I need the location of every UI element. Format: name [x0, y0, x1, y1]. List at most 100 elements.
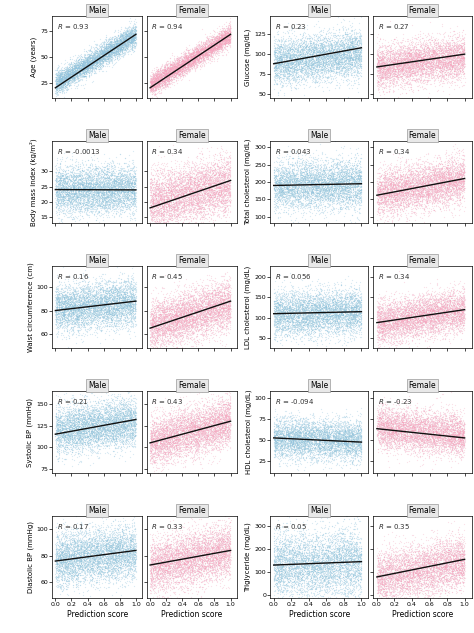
- Point: [315, 560, 323, 570]
- Point: [121, 282, 129, 292]
- Point: [401, 322, 409, 332]
- Point: [175, 208, 183, 218]
- Point: [410, 53, 417, 63]
- Point: [438, 163, 445, 173]
- Point: [416, 572, 423, 582]
- Point: [151, 563, 158, 573]
- Point: [174, 539, 182, 549]
- Point: [206, 294, 213, 304]
- Point: [115, 554, 122, 564]
- Point: [280, 303, 287, 313]
- Point: [399, 46, 407, 56]
- Point: [353, 301, 360, 311]
- Point: [111, 44, 119, 54]
- Point: [297, 438, 304, 448]
- Point: [219, 34, 226, 44]
- Point: [178, 185, 185, 195]
- Point: [377, 422, 384, 432]
- Point: [294, 299, 301, 309]
- Point: [439, 70, 447, 80]
- Point: [302, 573, 310, 584]
- Point: [438, 158, 446, 168]
- Point: [120, 39, 128, 49]
- Point: [164, 72, 172, 82]
- Point: [459, 566, 467, 576]
- Point: [84, 186, 92, 196]
- Point: [223, 34, 231, 44]
- Point: [216, 335, 223, 346]
- Point: [90, 549, 97, 559]
- Point: [410, 63, 418, 73]
- Point: [441, 173, 448, 183]
- Point: [101, 205, 109, 215]
- Point: [52, 427, 59, 437]
- Point: [447, 560, 454, 570]
- Point: [289, 310, 297, 320]
- Point: [331, 51, 339, 61]
- Point: [102, 191, 109, 201]
- Point: [426, 68, 434, 78]
- Point: [91, 421, 98, 431]
- Point: [387, 178, 395, 188]
- Point: [431, 560, 438, 570]
- Point: [412, 60, 420, 70]
- Point: [118, 42, 126, 52]
- Point: [331, 420, 339, 430]
- Point: [352, 570, 359, 580]
- Point: [392, 322, 400, 332]
- Point: [190, 191, 197, 201]
- Point: [163, 68, 170, 78]
- Point: [195, 301, 203, 311]
- Point: [343, 423, 350, 433]
- Point: [190, 554, 197, 564]
- Point: [59, 548, 66, 558]
- Point: [225, 168, 232, 179]
- Point: [223, 293, 230, 303]
- Point: [442, 586, 449, 596]
- Point: [407, 169, 414, 179]
- Point: [189, 312, 196, 322]
- Point: [428, 449, 436, 460]
- Point: [111, 534, 119, 544]
- Point: [62, 540, 70, 550]
- Point: [62, 75, 69, 85]
- Point: [409, 66, 416, 77]
- Point: [410, 564, 418, 574]
- Point: [110, 47, 118, 57]
- Point: [344, 59, 351, 69]
- Point: [299, 435, 306, 445]
- Point: [197, 203, 204, 213]
- Point: [221, 173, 229, 184]
- Point: [345, 49, 353, 59]
- Point: [194, 189, 202, 199]
- Point: [301, 439, 309, 449]
- Point: [89, 419, 97, 429]
- Point: [418, 58, 425, 68]
- Point: [271, 42, 278, 52]
- Point: [147, 178, 155, 188]
- Point: [401, 580, 409, 591]
- Point: [100, 56, 107, 66]
- Point: [459, 63, 466, 73]
- Point: [292, 179, 300, 189]
- Point: [381, 199, 389, 209]
- Point: [222, 417, 230, 427]
- Point: [390, 561, 397, 572]
- Point: [217, 418, 224, 429]
- Point: [165, 76, 173, 86]
- Point: [403, 320, 411, 330]
- Point: [356, 416, 364, 426]
- Point: [82, 404, 89, 415]
- Point: [400, 546, 407, 556]
- Point: [100, 53, 107, 63]
- Point: [419, 320, 427, 330]
- Point: [160, 66, 167, 76]
- Point: [278, 325, 286, 335]
- Point: [458, 56, 466, 66]
- Point: [78, 418, 85, 429]
- Point: [181, 58, 189, 68]
- Point: [91, 184, 98, 194]
- Point: [192, 551, 200, 561]
- Point: [280, 177, 287, 187]
- Point: [62, 436, 70, 446]
